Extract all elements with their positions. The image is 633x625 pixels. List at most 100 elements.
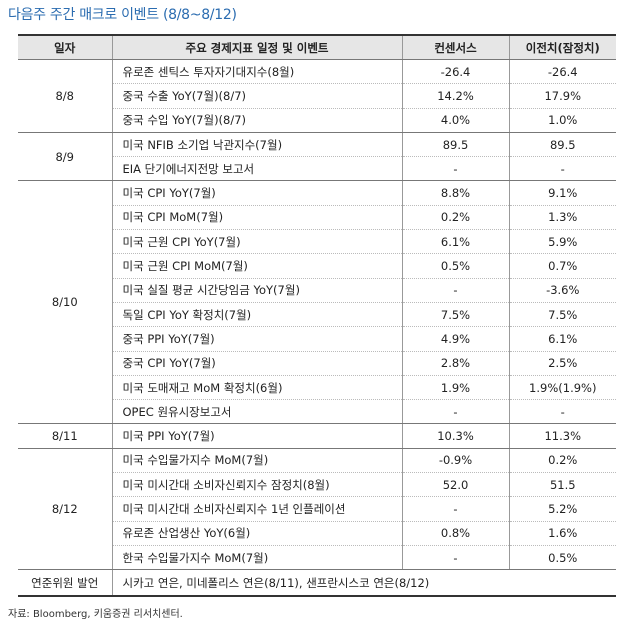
event-cell: 유로존 산업생산 YoY(6월) xyxy=(111,521,402,546)
consensus-cell: 8.8% xyxy=(401,180,509,206)
consensus-cell: - xyxy=(401,545,509,571)
header-event: 주요 경제지표 일정 및 이벤트 xyxy=(111,34,402,60)
previous-cell: 0.7% xyxy=(508,253,616,279)
previous-cell: 9.1% xyxy=(508,180,616,206)
consensus-cell: 14.2% xyxy=(401,83,509,109)
consensus-cell: 0.8% xyxy=(401,521,509,546)
date-cell: 8/12 xyxy=(18,448,112,571)
fed-speakers-label: 연준위원 발언 xyxy=(18,569,112,598)
header-previous: 이전치(잠정치) xyxy=(508,34,616,60)
consensus-cell: 0.2% xyxy=(401,205,509,231)
previous-cell: 5.9% xyxy=(508,229,616,255)
event-cell: 중국 수입 YoY(7월)(8/7) xyxy=(111,108,402,133)
table-row: 독일 CPI YoY 확정치(7월) 7.5% 7.5% xyxy=(18,302,616,328)
previous-cell: 89.5 xyxy=(508,132,616,158)
consensus-cell: - xyxy=(401,156,509,182)
previous-cell: - xyxy=(508,399,616,425)
table-row: EIA 단기에너지전망 보고서 - - xyxy=(18,156,616,182)
table-row: 8/10 미국 CPI YoY(7월) 8.8% 9.1% xyxy=(18,180,616,425)
previous-cell: 0.5% xyxy=(508,545,616,571)
consensus-cell: - xyxy=(401,496,509,522)
event-cell: 미국 도매재고 MoM 확정치(6월) xyxy=(111,375,402,401)
previous-cell: -3.6% xyxy=(508,278,616,303)
consensus-cell: 7.5% xyxy=(401,302,509,328)
event-cell: 미국 근원 CPI YoY(7월) xyxy=(111,229,402,255)
table-row: 8/9 미국 NFIB 소기업 낙관지수(7월) 89.5 89.5 xyxy=(18,132,616,182)
table-header-row: 일자 주요 경제지표 일정 및 이벤트 컨센서스 이전치(잠정치) xyxy=(18,34,616,60)
date-cell: 8/8 xyxy=(18,59,112,133)
previous-cell: 0.2% xyxy=(508,448,616,474)
event-cell: 미국 실질 평균 시간당임금 YoY(7월) xyxy=(111,278,402,303)
table-row: 미국 근원 CPI MoM(7월) 0.5% 0.7% xyxy=(18,253,616,279)
page-title: 다음주 주간 매크로 이벤트 (8/8~8/12) xyxy=(8,7,237,23)
consensus-cell: -26.4 xyxy=(401,59,509,85)
table-row: 한국 수입물가지수 MoM(7월) -0.5% xyxy=(18,545,616,571)
event-cell: 미국 CPI YoY(7월) xyxy=(111,180,402,206)
table-row: 중국 CPI YoY(7월) 2.8% 2.5% xyxy=(18,351,616,376)
table-row: 미국 미시간대 소비자신뢰지수 1년 인플레이션 -5.2% xyxy=(18,496,616,522)
table-row: 중국 수입 YoY(7월)(8/7) 4.0% 1.0% xyxy=(18,108,616,133)
previous-cell: 1.6% xyxy=(508,521,616,546)
event-cell: 한국 수입물가지수 MoM(7월) xyxy=(111,545,402,571)
table-row: 미국 미시간대 소비자신뢰지수 잠정치(8월) 52.0 51.5 xyxy=(18,472,616,498)
previous-cell: 6.1% xyxy=(508,326,616,352)
event-cell: 독일 CPI YoY 확정치(7월) xyxy=(111,302,402,328)
previous-cell: 1.3% xyxy=(508,205,616,231)
previous-cell: 1.0% xyxy=(508,108,616,133)
previous-cell: 7.5% xyxy=(508,302,616,328)
date-cell: 8/11 xyxy=(18,423,112,449)
consensus-cell: 0.5% xyxy=(401,253,509,279)
table-row: 중국 수출 YoY(7월)(8/7) 14.2% 17.9% xyxy=(18,83,616,109)
table-row: 중국 PPI YoY(7월) 4.9% 6.1% xyxy=(18,326,616,352)
event-cell: 미국 PPI YoY(7월) xyxy=(111,423,402,449)
event-cell: 중국 CPI YoY(7월) xyxy=(111,351,402,376)
table-body: 8/8 유로존 센틱스 투자자기대지수(8월) -26.4 -26.4 중국 수출 Yo… xyxy=(18,59,616,598)
table-row: 미국 도매재고 MoM 확정치(6월) 1.9% 1.9%(1.9%) xyxy=(18,375,616,401)
previous-cell: 2.5% xyxy=(508,351,616,376)
macro-events-table: 일자 주요 경제지표 일정 및 이벤트 컨센서스 이전치(잠정치) 8/8 유로존… xyxy=(18,34,616,598)
table-row: 미국 CPI MoM(7월) 0.2% 1.3% xyxy=(18,205,616,231)
consensus-cell: - xyxy=(401,399,509,425)
header-consensus: 컨센서스 xyxy=(401,34,509,60)
fed-speakers-text: 시카고 연은, 미네폴리스 연은(8/11), 샌프란시스코 연은(8/12) xyxy=(111,569,616,598)
table-row: 유로존 산업생산 YoY(6월) 0.8% 1.6% xyxy=(18,521,616,546)
consensus-cell: 10.3% xyxy=(401,423,509,449)
event-cell: EIA 단기에너지전망 보고서 xyxy=(111,156,402,182)
event-cell: 미국 NFIB 소기업 낙관지수(7월) xyxy=(111,132,402,158)
previous-cell: -26.4 xyxy=(508,59,616,85)
previous-cell: 1.9%(1.9%) xyxy=(508,375,616,401)
consensus-cell: 1.9% xyxy=(401,375,509,401)
previous-cell: 51.5 xyxy=(508,472,616,498)
table-row: 8/11 미국 PPI YoY(7월) 10.3% 11.3% xyxy=(18,423,616,449)
source-note: 자료: Bloomberg, 키움증권 리서치센터. xyxy=(8,609,183,620)
event-cell: 중국 수출 YoY(7월)(8/7) xyxy=(111,83,402,109)
table-row: 미국 실질 평균 시간당임금 YoY(7월) - -3.6% xyxy=(18,278,616,303)
previous-cell: 11.3% xyxy=(508,423,616,449)
table-row: 8/12 미국 수입물가지수 MoM(7월) -0.9% 0.2% xyxy=(18,448,616,571)
fed-speakers-row: 연준위원 발언 시카고 연은, 미네폴리스 연은(8/11), 샌프란시스코 연은… xyxy=(18,569,616,598)
consensus-cell: -0.9% xyxy=(401,448,509,474)
consensus-cell: - xyxy=(401,278,509,303)
event-cell: OPEC 원유시장보고서 xyxy=(111,399,402,425)
date-cell: 8/10 xyxy=(18,180,112,425)
consensus-cell: 52.0 xyxy=(401,472,509,498)
previous-cell: - xyxy=(508,156,616,182)
event-cell: 미국 미시간대 소비자신뢰지수 잠정치(8월) xyxy=(111,472,402,498)
table-row: 미국 근원 CPI YoY(7월) 6.1% 5.9% xyxy=(18,229,616,255)
date-cell: 8/9 xyxy=(18,132,112,182)
table-row: OPEC 원유시장보고서 - - xyxy=(18,399,616,425)
consensus-cell: 6.1% xyxy=(401,229,509,255)
event-cell: 미국 CPI MoM(7월) xyxy=(111,205,402,231)
previous-cell: 17.9% xyxy=(508,83,616,109)
consensus-cell: 89.5 xyxy=(401,132,509,158)
consensus-cell: 4.9% xyxy=(401,326,509,352)
event-cell: 유로존 센틱스 투자자기대지수(8월) xyxy=(111,59,402,85)
event-cell: 미국 근원 CPI MoM(7월) xyxy=(111,253,402,279)
consensus-cell: 2.8% xyxy=(401,351,509,376)
event-cell: 미국 미시간대 소비자신뢰지수 1년 인플레이션 xyxy=(111,496,402,522)
event-cell: 미국 수입물가지수 MoM(7월) xyxy=(111,448,402,474)
table-row: 8/8 유로존 센틱스 투자자기대지수(8월) -26.4 -26.4 xyxy=(18,59,616,133)
header-date: 일자 xyxy=(18,34,112,60)
previous-cell: 5.2% xyxy=(508,496,616,522)
event-cell: 중국 PPI YoY(7월) xyxy=(111,326,402,352)
